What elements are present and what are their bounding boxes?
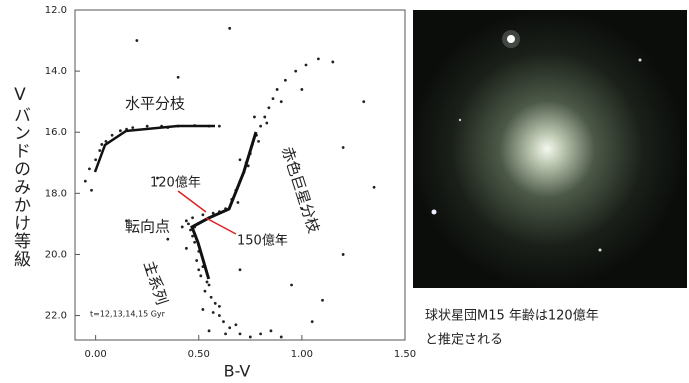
point <box>253 116 256 119</box>
point <box>342 253 345 256</box>
point <box>90 189 93 192</box>
point <box>98 149 101 152</box>
point <box>362 100 365 103</box>
point <box>197 268 200 271</box>
point <box>234 323 237 326</box>
point <box>259 125 262 128</box>
page: B-V 球状星団M15 年齢は120億年 と推定される 12.0 14.0 16.0… <box>0 0 689 383</box>
point <box>208 284 211 287</box>
point <box>193 241 196 244</box>
star <box>502 30 520 48</box>
point <box>206 281 209 284</box>
point <box>146 125 149 128</box>
point <box>201 308 204 311</box>
chart: B-V 球状星団M15 年齢は120億年 と推定される 12.0 14.0 16.0… <box>0 0 689 383</box>
point <box>218 125 221 128</box>
y-tick-label: 16.0 <box>45 127 67 138</box>
point <box>373 186 376 189</box>
point <box>94 158 97 161</box>
point <box>111 134 114 137</box>
point <box>214 302 217 305</box>
star <box>639 59 642 62</box>
point <box>224 332 227 335</box>
annotation: 120億年 <box>150 175 201 191</box>
cluster-photo <box>413 10 687 288</box>
point <box>321 299 324 302</box>
point <box>191 216 194 219</box>
point <box>265 122 268 125</box>
point <box>311 320 314 323</box>
point <box>195 259 198 262</box>
point <box>300 88 303 91</box>
point <box>199 274 202 277</box>
point <box>100 143 103 146</box>
y-tick-label: 14.0 <box>45 66 67 77</box>
point <box>135 39 138 42</box>
point <box>177 76 180 79</box>
point <box>257 140 260 143</box>
point <box>131 126 134 129</box>
point <box>222 320 225 323</box>
x-tick-label: 0.00 <box>84 349 106 360</box>
point <box>204 290 207 293</box>
point <box>290 284 293 287</box>
point <box>267 106 270 109</box>
x-axis-label: B-V <box>224 362 251 381</box>
x-tick-label: 1.00 <box>291 349 313 360</box>
point <box>185 219 188 222</box>
point <box>280 100 283 103</box>
point <box>201 213 204 216</box>
point <box>331 61 334 64</box>
plot-frame <box>75 10 405 340</box>
point <box>212 311 215 314</box>
point <box>181 226 184 229</box>
point <box>294 70 297 73</box>
point <box>317 57 320 60</box>
star <box>599 249 602 252</box>
point <box>88 167 91 170</box>
caption: 球状星団M15 年齢は120億年 <box>425 308 599 324</box>
point <box>249 336 252 339</box>
point <box>237 201 240 204</box>
point <box>84 180 87 183</box>
point <box>210 296 213 299</box>
x-tick-label: 1.50 <box>394 349 416 360</box>
y-axis-label: Vバンドのみかけ等級 <box>8 85 33 268</box>
x-tick-label: 0.50 <box>188 349 210 360</box>
point <box>342 146 345 149</box>
annotation: 150億年 <box>237 233 288 249</box>
point <box>276 88 279 91</box>
point <box>187 222 190 225</box>
y-tick-label: 18.0 <box>45 188 67 199</box>
y-tick-label: 20.0 <box>45 249 67 260</box>
y-tick-label: 22.0 <box>45 311 67 322</box>
caption: と推定される <box>425 333 503 348</box>
y-tick-label: 12.0 <box>45 5 67 16</box>
point <box>270 329 273 332</box>
annotation: 転向点 <box>125 218 170 236</box>
point <box>166 238 169 241</box>
point <box>228 27 231 30</box>
point <box>239 332 242 335</box>
point <box>218 305 221 308</box>
star <box>432 210 437 215</box>
point <box>305 64 308 67</box>
point <box>284 79 287 82</box>
point <box>119 129 122 132</box>
annotation: 水平分枝 <box>125 95 185 113</box>
star <box>459 119 461 121</box>
point <box>239 268 242 271</box>
point <box>208 329 211 332</box>
point <box>280 336 283 339</box>
point <box>239 158 242 161</box>
point <box>185 247 188 250</box>
point <box>259 332 262 335</box>
point <box>263 116 266 119</box>
point <box>272 97 275 100</box>
annotation: t=12,13,14,15 Gyr <box>90 310 166 319</box>
point <box>228 326 231 329</box>
point <box>218 314 221 317</box>
